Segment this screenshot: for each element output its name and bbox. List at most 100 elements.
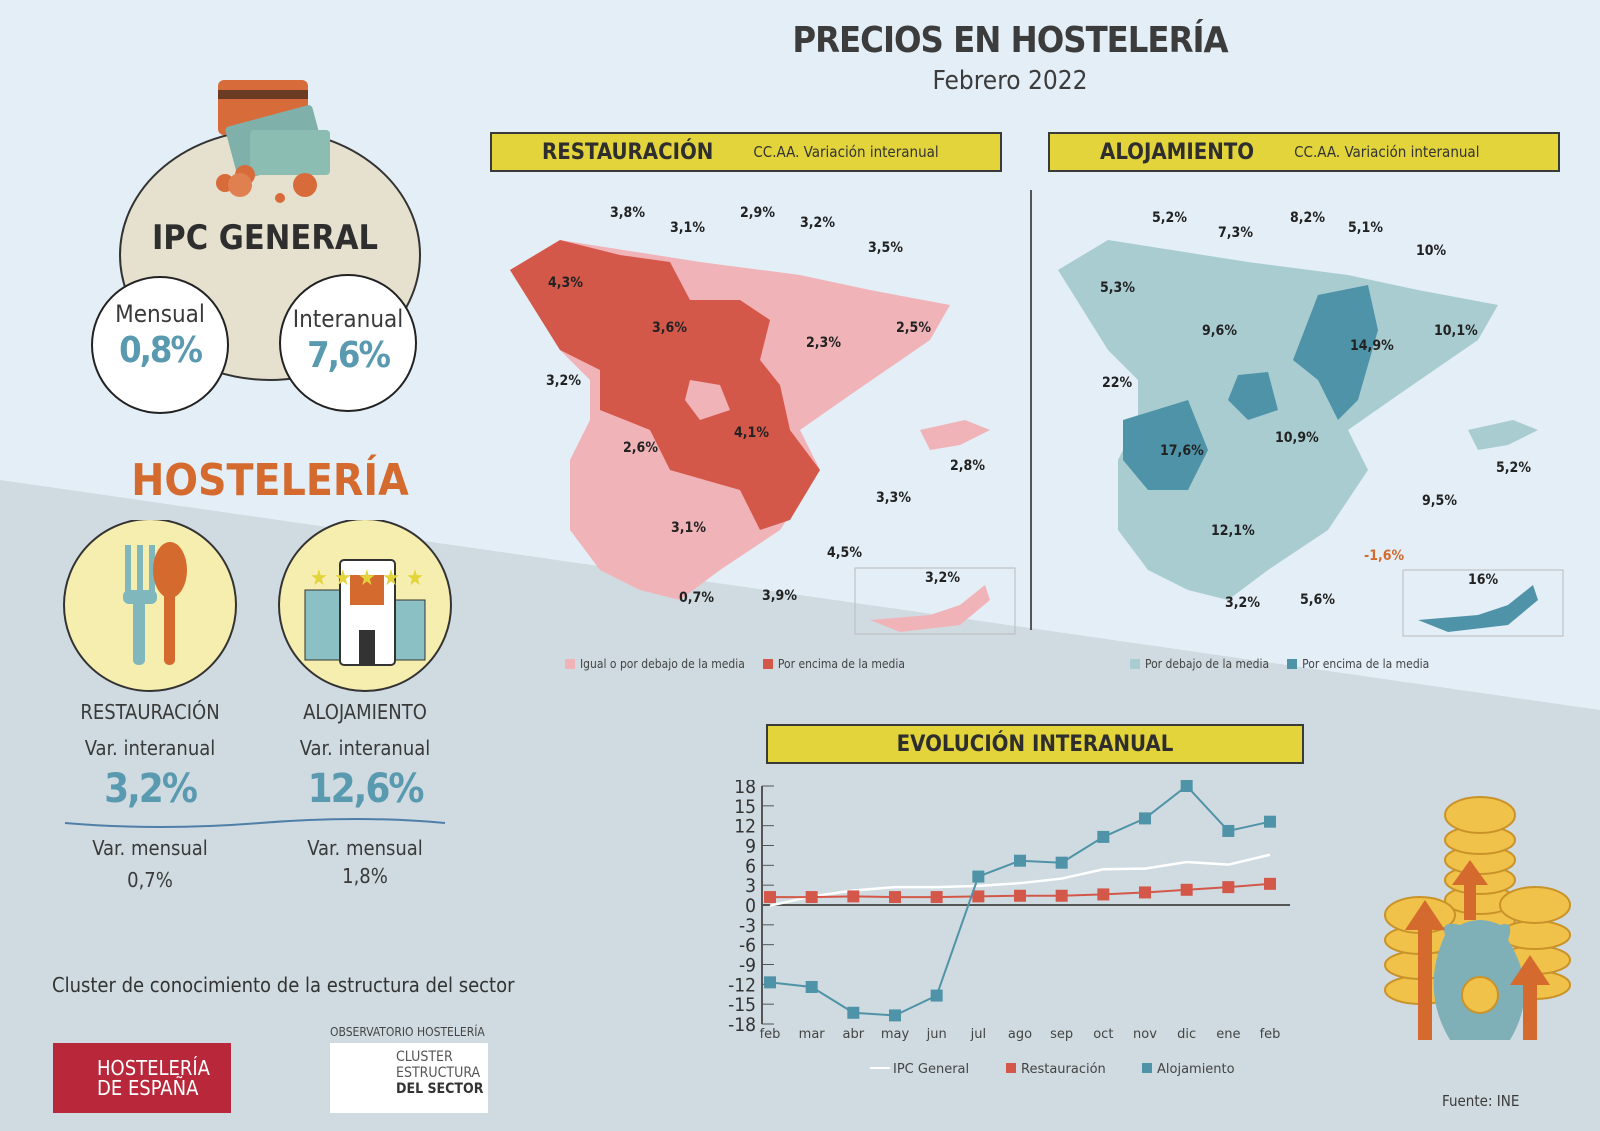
alojamiento-annual-label: Var. interanual	[299, 736, 431, 760]
map-region-label: 10%	[1416, 243, 1447, 259]
banner-title: ALOJAMIENTO	[1100, 139, 1255, 165]
legend-swatch	[1006, 1063, 1016, 1073]
y-tick-label: 0	[745, 895, 756, 917]
data-point	[889, 1009, 901, 1022]
cluster-logo: CLUSTER ESTRUCTURA DEL SECTOR	[330, 1043, 488, 1113]
page-title: PRECIOS EN HOSTELERÍA	[792, 20, 1228, 61]
x-tick-label: feb	[760, 1027, 781, 1042]
map-region-label: 22%	[1102, 375, 1133, 391]
observatorio-label: OBSERVATORIO HOSTELERÍA	[330, 1025, 485, 1039]
map-region-label: 17,6%	[1160, 443, 1204, 459]
data-point	[1055, 856, 1068, 869]
banner-subtitle: CC.AA. Variación interanual	[753, 143, 939, 161]
map-region-label: 12,1%	[1211, 523, 1255, 539]
ipc-monthly-label: Mensual	[115, 300, 205, 328]
restauracion-annual-label: Var. interanual	[84, 736, 216, 760]
map-region-label: 5,6%	[1300, 592, 1335, 608]
map-region-label: 3,5%	[868, 240, 903, 256]
y-tick-label: 3	[745, 875, 756, 897]
logo-line: CLUSTER	[396, 1049, 453, 1065]
data-point	[1014, 854, 1026, 867]
hosteleria-title: HOSTELERÍA	[131, 455, 409, 506]
banner-subtitle: CC.AA. Variación interanual	[1294, 143, 1480, 161]
svg-text:★ ★ ★ ★ ★: ★ ★ ★ ★ ★	[310, 566, 424, 591]
y-tick-label: -18	[728, 1014, 756, 1036]
x-tick-label: jul	[970, 1027, 986, 1042]
data-point	[930, 989, 943, 1002]
data-point	[1139, 812, 1151, 825]
data-point	[847, 1006, 860, 1019]
alojamiento-map-banner: ALOJAMIENTO CC.AA. Variación interanual	[1048, 132, 1560, 172]
map-region-label: 2,6%	[623, 440, 658, 456]
alojamiento-monthly-value: 1,8%	[342, 864, 388, 888]
ipc-monthly-value: 0,8%	[119, 330, 203, 371]
alojamiento-map	[1058, 240, 1564, 637]
ipc-graphic	[91, 80, 421, 414]
logo-line: ESTRUCTURA	[396, 1065, 481, 1082]
legend-label: Alojamiento	[1157, 1062, 1235, 1077]
x-tick-label: may	[881, 1027, 910, 1042]
data-point	[1264, 877, 1276, 890]
banner-title: RESTAURACIÓN	[542, 139, 714, 165]
map-region-label: 4,5%	[827, 545, 862, 561]
data-point	[930, 891, 943, 904]
data-point	[805, 980, 818, 993]
data-point	[1264, 815, 1276, 828]
map-region-label: 3,6%	[652, 320, 687, 336]
alojamiento-monthly-label: Var. mensual	[307, 836, 423, 860]
restauracion-map-banner: RESTAURACIÓN CC.AA. Variación interanual	[490, 132, 1002, 172]
map-region-label: 3,2%	[1225, 595, 1260, 611]
map-region-label: 9,5%	[1422, 493, 1457, 509]
map-region-label: 3,2%	[800, 215, 835, 231]
x-tick-label: jun	[926, 1027, 947, 1042]
page-subtitle: Febrero 2022	[932, 66, 1088, 96]
y-tick-label: 18	[734, 780, 756, 798]
x-tick-label: feb	[1260, 1027, 1281, 1042]
legend-label: IPC General	[893, 1062, 969, 1077]
data-point	[1180, 883, 1193, 896]
x-tick-label: sep	[1050, 1027, 1073, 1042]
data-point	[1222, 881, 1235, 894]
data-point	[1055, 889, 1068, 902]
map-region-label: 3,3%	[876, 490, 911, 506]
restauracion-map	[510, 240, 1016, 635]
coins-moneybag-icon	[1384, 796, 1571, 1040]
source-text: Fuente: INE	[1442, 1092, 1520, 1110]
money-icon	[216, 80, 330, 203]
maps	[510, 240, 1564, 637]
ipc-annual-value: 7,6%	[307, 335, 391, 376]
map-region-label: 2,9%	[740, 205, 775, 221]
legend-item: Por debajo de la media	[1130, 657, 1269, 671]
divider-wave	[64, 818, 446, 828]
map-region-label: 0,7%	[679, 590, 714, 606]
data-point	[847, 890, 860, 903]
data-point	[889, 891, 901, 904]
map-region-label: 5,2%	[1496, 460, 1531, 476]
y-tick-label: -9	[739, 955, 756, 977]
map-region-label: 2,3%	[806, 335, 841, 351]
legend-item: Por encima de la media	[1287, 657, 1429, 671]
legend-item: Por encima de la media	[762, 657, 905, 671]
x-tick-label: mar	[799, 1027, 826, 1042]
map-region-label: 3,2%	[546, 373, 581, 389]
map-region-label: 4,1%	[734, 425, 769, 441]
map-region-label: 9,6%	[1202, 323, 1237, 339]
restauracion-annual-value: 3,2%	[104, 766, 198, 812]
data-point	[1139, 886, 1151, 899]
hotel-icon: ★ ★ ★ ★ ★	[304, 559, 426, 666]
x-tick-label: ene	[1216, 1027, 1240, 1042]
ipc-annual-label: Interanual	[292, 305, 404, 333]
restauracion-monthly-value: 0,7%	[127, 868, 173, 892]
legend-item: Igual o por debajo de la media	[565, 657, 745, 671]
cluster-text: Cluster de conocimiento de la estructura…	[52, 973, 515, 997]
map-region-label: -1,6%	[1364, 548, 1405, 564]
map-region-label: 3,2%	[925, 570, 960, 586]
map-region-label: 16%	[1468, 572, 1499, 588]
map-region-label: 5,3%	[1100, 280, 1135, 296]
map-region-label: 3,1%	[670, 220, 705, 236]
chart-banner: EVOLUCIÓN INTERANUAL	[766, 724, 1304, 764]
x-tick-label: nov	[1133, 1027, 1157, 1042]
legend-label: Restauración	[1021, 1062, 1106, 1077]
logo-text: HOSTELERÍA DE ESPAÑA	[97, 1056, 210, 1100]
data-point	[972, 870, 985, 883]
